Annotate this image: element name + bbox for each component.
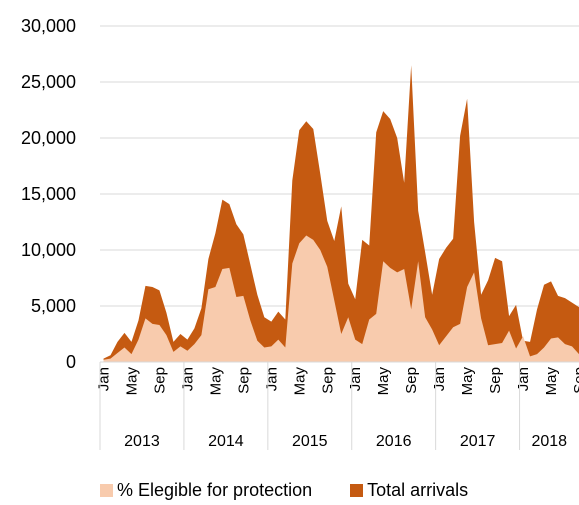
- x-month-label: May: [291, 367, 308, 396]
- y-tick-label: 25,000: [21, 72, 76, 92]
- legend-swatch-eligible: [100, 484, 113, 497]
- y-tick-label: 20,000: [21, 128, 76, 148]
- x-axis: Jan May Sep Jan May Sep Jan May Sep Jan May Sep Jan M…: [96, 361, 579, 450]
- x-month-label: May: [375, 367, 392, 396]
- x-month-label: May: [207, 367, 224, 396]
- x-month-label: Jan: [347, 367, 364, 391]
- x-month-label: Jan: [179, 367, 196, 391]
- legend-item-total: Total arrivals: [350, 480, 468, 501]
- y-tick-label: 30,000: [21, 16, 76, 36]
- x-year-label: 2015: [292, 433, 328, 450]
- x-month-label: Jan: [431, 367, 448, 391]
- x-month-label: Sep: [487, 367, 504, 394]
- y-tick-label: 5,000: [31, 296, 76, 316]
- area-eligible: [103, 235, 579, 362]
- x-month-label: May: [459, 367, 476, 396]
- x-month-label: Sep: [235, 367, 252, 394]
- x-year-label: 2014: [208, 433, 244, 450]
- legend-item-eligible: % Elegible for protection: [100, 480, 312, 501]
- legend: % Elegible for protection Total arrivals: [100, 480, 468, 501]
- area-total-arrivals: [103, 65, 579, 362]
- x-year-label: 2016: [376, 433, 412, 450]
- x-month-label: May: [543, 367, 560, 396]
- x-year-label: 2013: [124, 433, 160, 450]
- legend-swatch-total: [350, 484, 364, 497]
- x-month-label: Sep: [571, 367, 579, 394]
- y-tick-label: 15,000: [21, 184, 76, 204]
- legend-label-total: Total arrivals: [367, 480, 469, 500]
- chart-areas: [103, 65, 579, 362]
- x-month-label: Sep: [319, 367, 336, 394]
- x-month-label: Jan: [96, 367, 113, 391]
- x-month-label: Jan: [515, 367, 532, 391]
- y-tick-label: 0: [66, 352, 76, 372]
- y-tick-label: 10,000: [21, 240, 76, 260]
- area-chart: 0 5,000 10,000 15,000 20,000 25,000 30,000 Jan…: [21, 16, 579, 450]
- legend-label-eligible: % Elegible for protection: [117, 480, 313, 500]
- x-month-label: Jan: [263, 367, 280, 391]
- x-year-label: 2018: [531, 433, 567, 450]
- x-year-label: 2017: [460, 433, 496, 450]
- y-axis-ticks: 0 5,000 10,000 15,000 20,000 25,000 30,000: [21, 16, 76, 372]
- x-month-label: Sep: [403, 367, 420, 394]
- x-month-label: Sep: [151, 367, 168, 394]
- x-month-label: May: [123, 367, 140, 396]
